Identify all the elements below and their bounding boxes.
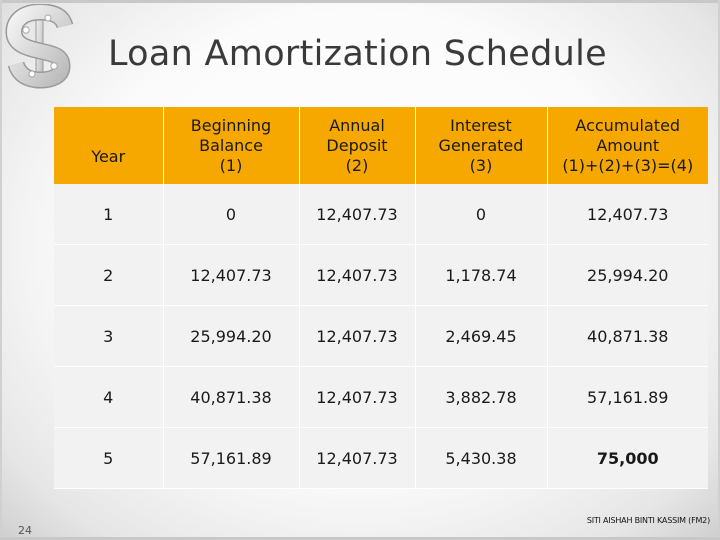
footer-author: SITI AISHAH BINTI KASSIM (FM2) xyxy=(586,516,710,525)
dollar-puzzle-icon xyxy=(5,4,74,89)
cell-year: 2 xyxy=(54,244,164,306)
cell-interest-generated: 3,882.78 xyxy=(415,366,548,428)
cell-year: 1 xyxy=(54,184,164,245)
cell-year: 3 xyxy=(54,305,164,367)
header-line: Amount xyxy=(596,135,660,155)
header-line: Balance xyxy=(199,135,263,155)
header-line: Annual xyxy=(329,115,385,135)
header-line: (2) xyxy=(345,155,369,175)
cell-annual-deposit: 12,407.73 xyxy=(299,427,416,489)
cell-accumulated-amount: 40,871.38 xyxy=(547,305,708,367)
header-line: Beginning xyxy=(190,115,272,135)
frame-left xyxy=(0,0,2,540)
header-year: Year xyxy=(54,107,164,184)
frame-top xyxy=(0,0,720,3)
table-row: 2 12,407.73 12,407.73 1,178.74 25,994.20 xyxy=(54,244,708,306)
header-line: (1)+(2)+(3)=(4) xyxy=(562,155,694,175)
header-line: (3) xyxy=(469,155,493,175)
cell-interest-generated: 1,178.74 xyxy=(415,244,548,306)
cell-beginning-balance: 25,994.20 xyxy=(163,305,300,367)
cell-interest-generated: 0 xyxy=(415,184,548,245)
header-line: Accumulated xyxy=(575,115,681,135)
frame-bottom xyxy=(0,537,720,540)
header-year-label: Year xyxy=(91,146,126,166)
header-line: Generated xyxy=(438,135,524,155)
table-header-row: Year Beginning Balance (1) Annual Deposi… xyxy=(54,107,708,184)
cell-beginning-balance: 40,871.38 xyxy=(163,366,300,428)
header-accumulated-amount: Accumulated Amount (1)+(2)+(3)=(4) xyxy=(547,107,708,184)
header-beginning-balance: Beginning Balance (1) xyxy=(163,107,300,184)
cell-accumulated-amount-total: 75,000 xyxy=(547,427,708,489)
header-line: Deposit xyxy=(326,135,388,155)
frame-right xyxy=(718,0,720,540)
cell-annual-deposit: 12,407.73 xyxy=(299,244,416,306)
cell-annual-deposit: 12,407.73 xyxy=(299,184,416,245)
header-line: (1) xyxy=(219,155,243,175)
cell-accumulated-amount: 25,994.20 xyxy=(547,244,708,306)
table-row: 4 40,871.38 12,407.73 3,882.78 57,161.89 xyxy=(54,366,708,428)
amortization-table: Year Beginning Balance (1) Annual Deposi… xyxy=(54,107,708,489)
table-row: 1 0 12,407.73 0 12,407.73 xyxy=(54,184,708,245)
header-line: Interest xyxy=(450,115,512,135)
cell-interest-generated: 5,430.38 xyxy=(415,427,548,489)
page-number: 24 xyxy=(18,524,32,537)
cell-annual-deposit: 12,407.73 xyxy=(299,366,416,428)
cell-beginning-balance: 12,407.73 xyxy=(163,244,300,306)
header-annual-deposit: Annual Deposit (2) xyxy=(299,107,416,184)
cell-interest-generated: 2,469.45 xyxy=(415,305,548,367)
cell-accumulated-amount: 12,407.73 xyxy=(547,184,708,245)
header-interest-generated: Interest Generated (3) xyxy=(415,107,548,184)
cell-beginning-balance: 57,161.89 xyxy=(163,427,300,489)
cell-annual-deposit: 12,407.73 xyxy=(299,305,416,367)
table-row: 5 57,161.89 12,407.73 5,430.38 75,000 xyxy=(54,427,708,489)
cell-year: 4 xyxy=(54,366,164,428)
cell-accumulated-amount: 57,161.89 xyxy=(547,366,708,428)
slide-title: Loan Amortization Schedule xyxy=(108,34,607,74)
cell-beginning-balance: 0 xyxy=(163,184,300,245)
cell-year: 5 xyxy=(54,427,164,489)
table-row: 3 25,994.20 12,407.73 2,469.45 40,871.38 xyxy=(54,305,708,367)
